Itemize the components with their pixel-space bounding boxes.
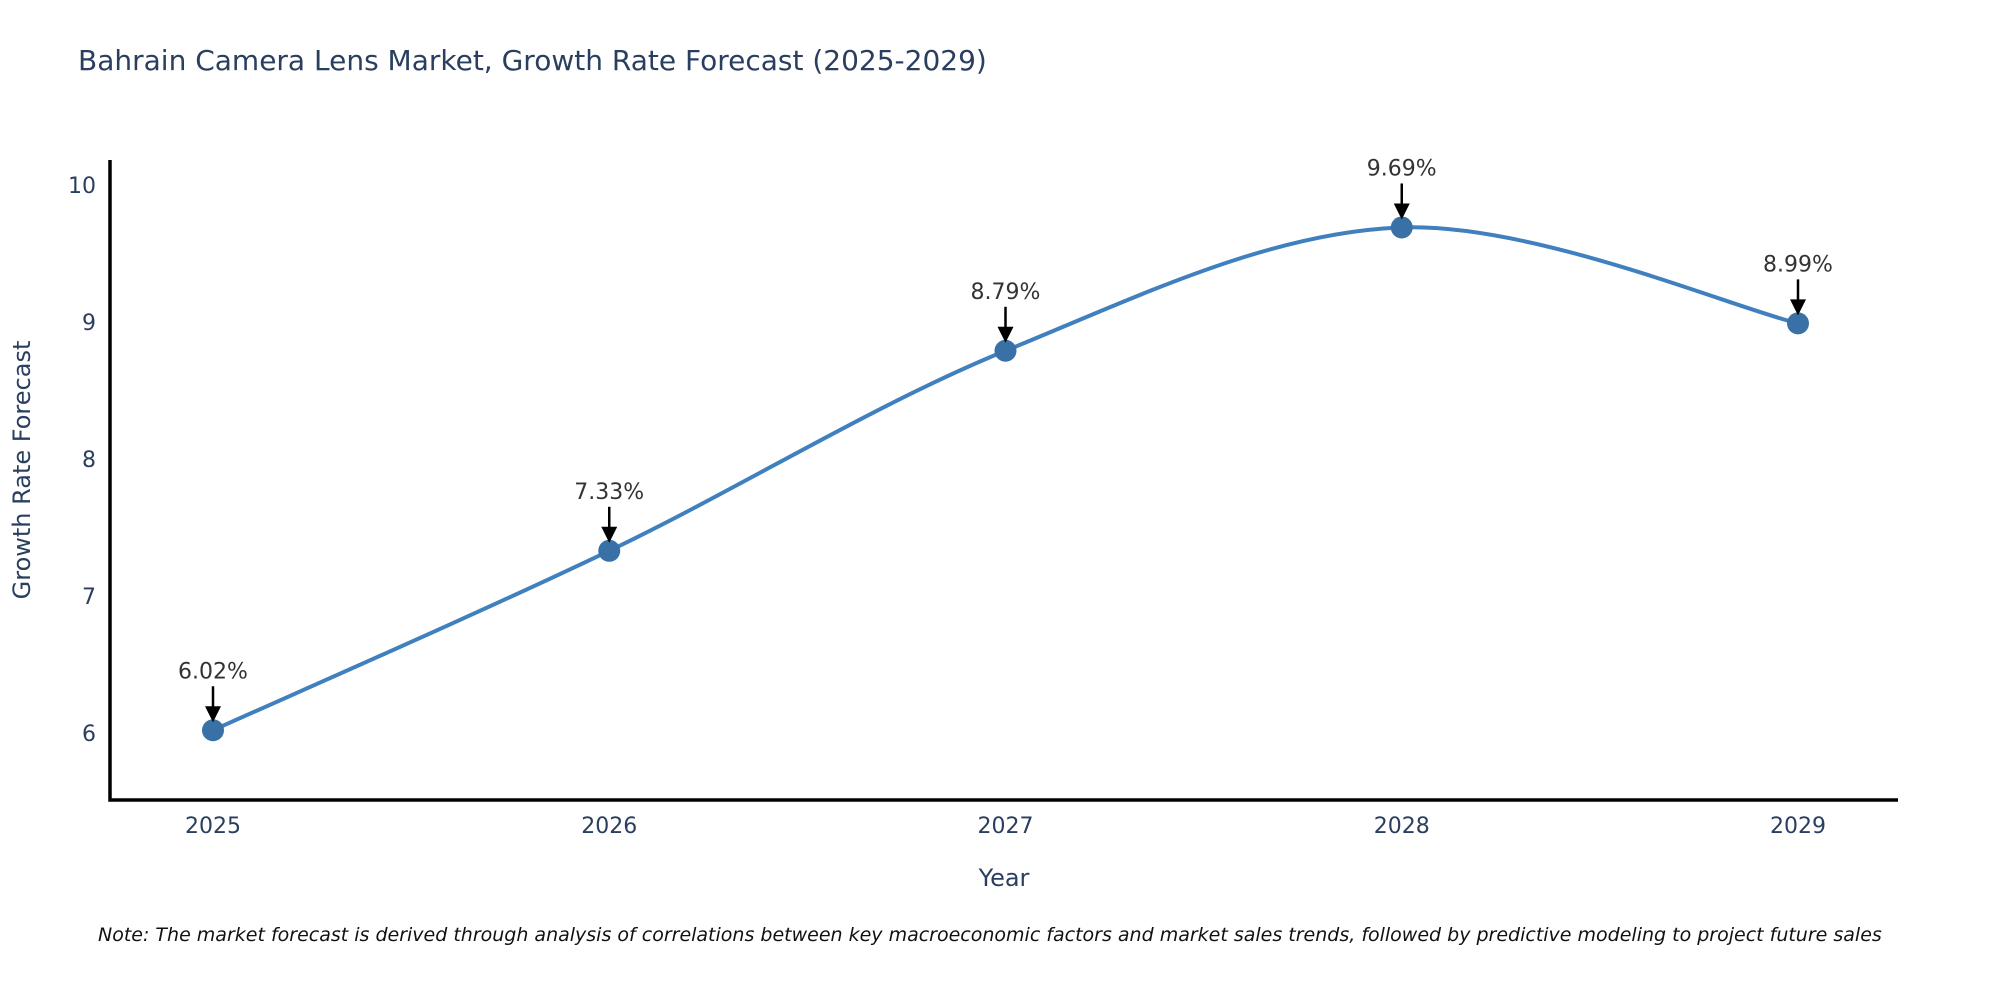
axis-lines [108,160,1898,802]
annotation-arrow-head [205,706,221,723]
data-point-marker [202,719,224,742]
data-point-marker [1390,216,1413,239]
data-point-marker [994,339,1017,362]
x-tick-label: 2025 [185,814,241,839]
annotation-label: 8.99% [1763,252,1833,277]
annotation-arrow-head [1393,203,1410,220]
annotation-label: 8.79% [971,280,1041,305]
annotation-label: 7.33% [574,480,644,505]
y-tick-label: 7 [82,585,96,610]
x-axis-title: Year [978,864,1030,892]
x-tick-label: 2029 [1770,814,1826,839]
annotation-label: 9.69% [1367,156,1437,181]
annotation-arrow-head [997,326,1014,343]
data-point-marker [1787,312,1809,335]
y-tick-label: 8 [82,448,96,473]
x-tick-label: 2027 [978,814,1034,839]
annotation-arrow-head [601,526,618,543]
y-tick-label: 6 [82,722,96,747]
annotation-arrow-head [1790,299,1806,316]
y-tick-label: 10 [68,174,96,199]
chart-content-layer: 6 7 8 9 10 2025 2026 2027 2028 2029 6.02% 7.33% 8.79… [68,156,1833,839]
annotation-label: 6.02% [178,659,248,684]
y-axis-title: Growth Rate Forecast [8,341,36,600]
x-tick-label: 2026 [581,814,637,839]
data-point-marker [598,539,621,562]
footnote: Note: The market forecast is derived thr… [98,924,1882,946]
y-tick-label: 9 [82,311,96,336]
x-tick-label: 2028 [1374,814,1430,839]
chart-title: Bahrain Camera Lens Market, Growth Rate … [78,44,987,77]
